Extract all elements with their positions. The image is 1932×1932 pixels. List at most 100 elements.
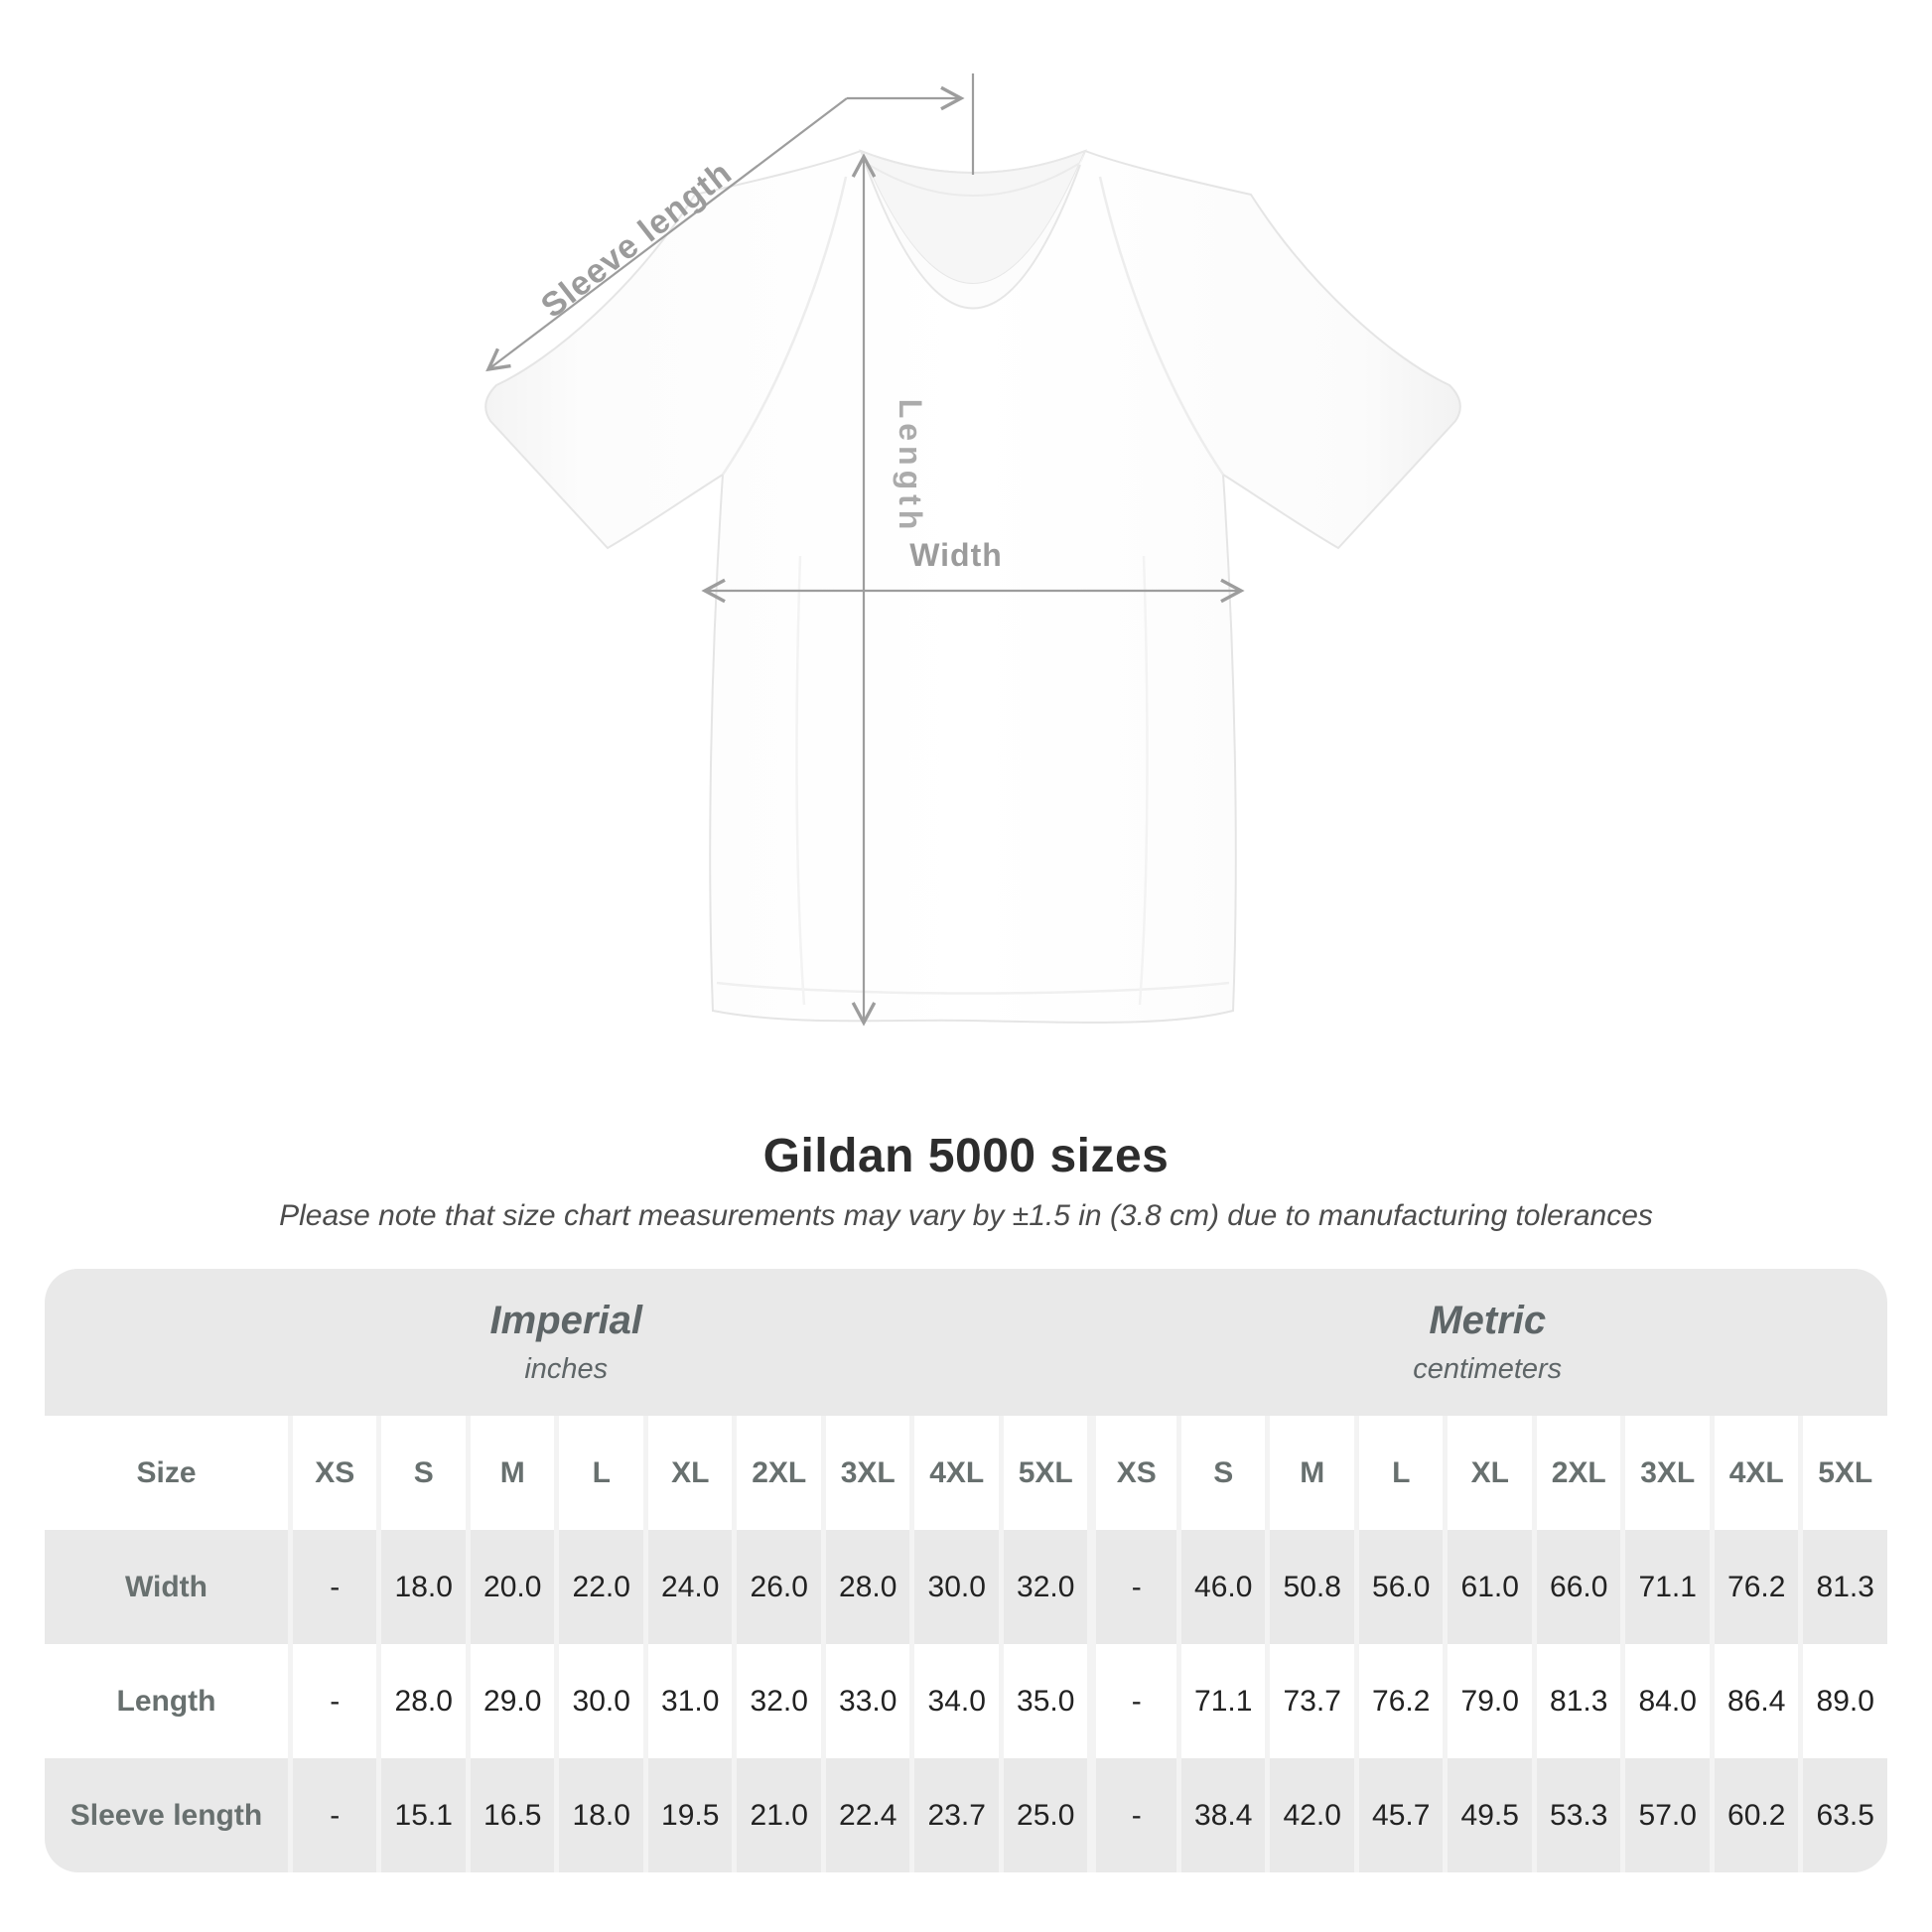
metric-value: - [1087,1530,1176,1644]
width-label: Width [909,537,1003,573]
row-label: Width [45,1530,288,1644]
size-header-imperial-xl: XL [642,1416,733,1530]
metric-value: 71.1 [1175,1644,1266,1758]
metric-value: 45.7 [1353,1758,1444,1872]
imperial-value: - [287,1644,377,1758]
metric-value: 53.3 [1531,1758,1621,1872]
imperial-value: 19.5 [642,1758,733,1872]
length-label: Length [893,399,928,535]
size-table-wrap: Imperial inches Metric centimeters Size X… [45,1269,1887,1872]
imperial-value: 33.0 [820,1644,910,1758]
imperial-value: 35.0 [998,1644,1088,1758]
imperial-value: 32.0 [998,1530,1088,1644]
imperial-value: 30.0 [909,1530,999,1644]
size-header-metric-3xl: 3XL [1620,1416,1710,1530]
back-collar-seam [865,162,1081,197]
imperial-value: 28.0 [376,1644,466,1758]
sleeve-length-arrow [485,97,848,372]
metric-unit: centimeters [1413,1353,1563,1385]
imperial-value: 21.0 [732,1758,821,1872]
metric-group-header: Metric centimeters [1087,1269,1887,1416]
metric-value: 50.8 [1265,1530,1354,1644]
imperial-value: 26.0 [732,1530,821,1644]
metric-value: 46.0 [1175,1530,1266,1644]
size-header-imperial-2xl: 2XL [732,1416,821,1530]
imperial-value: 16.5 [465,1758,555,1872]
metric-value: 89.0 [1798,1644,1887,1758]
imperial-value: - [287,1758,377,1872]
size-header-metric-m: M [1265,1416,1354,1530]
size-header-metric-xl: XL [1443,1416,1532,1530]
size-header-metric-5xl: 5XL [1798,1416,1887,1530]
left-sleeve-seam [721,176,848,476]
imperial-value: 18.0 [376,1530,466,1644]
metric-value: - [1087,1758,1176,1872]
imperial-value: 28.0 [820,1530,910,1644]
imperial-value: 34.0 [909,1644,999,1758]
metric-value: 38.4 [1175,1758,1266,1872]
size-header-imperial-l: L [554,1416,643,1530]
size-header-metric-l: L [1353,1416,1444,1530]
size-header-imperial-m: M [465,1416,555,1530]
unit-band: Imperial inches Metric centimeters [45,1269,1887,1416]
metric-value: 86.4 [1709,1644,1799,1758]
metric-value: 60.2 [1709,1758,1799,1872]
metric-value: 81.3 [1798,1530,1887,1644]
size-column-header: Size [45,1416,288,1530]
imperial-value: 22.0 [554,1530,643,1644]
measurement-row-sleeve-length: Sleeve length -15.1 16.5 18.0 19.5 21.0 22.4 23… [45,1758,1887,1872]
metric-value: 66.0 [1531,1530,1621,1644]
imperial-value: 32.0 [732,1644,821,1758]
metric-value: 49.5 [1443,1758,1532,1872]
tshirt-illustration [484,149,1461,1024]
imperial-value: 15.1 [376,1758,466,1872]
metric-value: 79.0 [1443,1644,1532,1758]
imperial-value: 30.0 [554,1644,643,1758]
size-header-imperial-4xl: 4XL [909,1416,999,1530]
size-header-metric-xs: XS [1087,1416,1176,1530]
imperial-value: 29.0 [465,1644,555,1758]
imperial-value: 31.0 [642,1644,733,1758]
metric-value: 81.3 [1531,1644,1621,1758]
imperial-value: - [287,1530,377,1644]
metric-value: 73.7 [1265,1644,1354,1758]
imperial-unit: inches [524,1353,609,1385]
size-header-imperial-xs: XS [287,1416,377,1530]
imperial-value: 24.0 [642,1530,733,1644]
fold-line [1138,555,1149,1006]
size-header-imperial-s: S [376,1416,466,1530]
hem-stitch [716,981,1230,995]
metric-value: 63.5 [1798,1758,1887,1872]
metric-value: 71.1 [1620,1530,1710,1644]
right-sleeve-seam [1098,176,1225,476]
collar-band-seam [865,164,1081,310]
imperial-value: 18.0 [554,1758,643,1872]
size-header-metric-s: S [1175,1416,1266,1530]
metric-value: 84.0 [1620,1644,1710,1758]
size-header-metric-4xl: 4XL [1709,1416,1799,1530]
imperial-value: 23.7 [909,1758,999,1872]
imperial-heading: Imperial [489,1299,642,1342]
measurement-row-width: Width -18.0 20.0 22.0 24.0 26.0 28.0 30.0 32.0-4… [45,1530,1887,1644]
metric-heading: Metric [1429,1299,1547,1342]
measurement-row-length: Length -28.0 29.0 30.0 31.0 32.0 33.0 34.0 35.0-… [45,1644,1887,1758]
imperial-value: 20.0 [465,1530,555,1644]
tshirt-diagram: Sleeve length Length Width [484,73,1461,1027]
size-table: Size XS S M L XL 2XL 3XL 4XL 5XL XS S M L XL 2XL 3XL 4XL 5… [45,1416,1887,1872]
metric-value: 56.0 [1353,1530,1444,1644]
tolerance-note: Please note that size chart measurements… [279,1199,1653,1232]
size-header-metric-2xl: 2XL [1531,1416,1621,1530]
page-title: Gildan 5000 sizes [762,1130,1170,1182]
metric-value: 57.0 [1620,1758,1710,1872]
row-label: Sleeve length [45,1758,288,1872]
imperial-value: 25.0 [998,1758,1088,1872]
metric-value: 42.0 [1265,1758,1354,1872]
size-header-row: Size XS S M L XL 2XL 3XL 4XL 5XL XS S M L XL 2XL 3XL 4XL 5… [45,1416,1887,1530]
size-header-imperial-3xl: 3XL [820,1416,910,1530]
metric-value: - [1087,1644,1176,1758]
metric-value: 76.2 [1709,1530,1799,1644]
imperial-value: 22.4 [820,1758,910,1872]
size-header-imperial-5xl: 5XL [998,1416,1088,1530]
row-label: Length [45,1644,288,1758]
